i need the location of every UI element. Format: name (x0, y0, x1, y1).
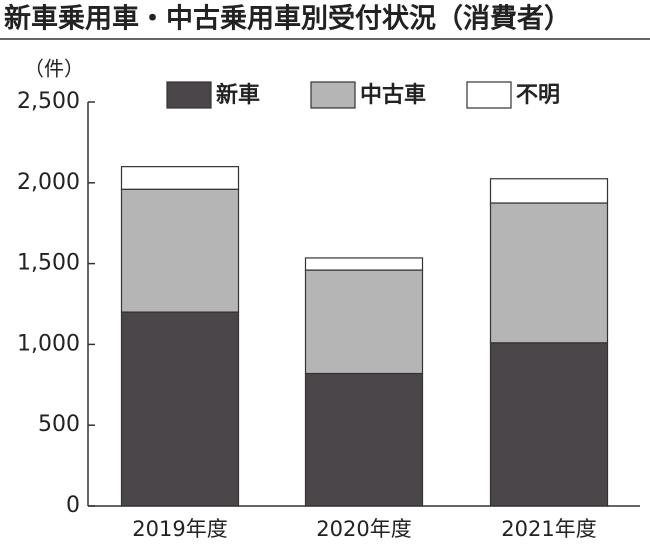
y-unit: （件） (24, 57, 84, 81)
bar-segment (304, 257, 424, 271)
legend-swatch (310, 81, 356, 109)
y-tick-label: 1,500 (17, 251, 80, 276)
bar-segment (120, 311, 240, 507)
legend-label: 新車 (216, 82, 260, 108)
bar-segment (489, 342, 609, 507)
y-tick-label: 0 (66, 493, 80, 518)
legend-label: 不明 (516, 83, 560, 108)
bar-segment (489, 202, 609, 344)
y-tick-label: 1,000 (17, 331, 80, 356)
legend-swatch (466, 81, 512, 109)
bar-segment (304, 372, 424, 507)
legend-swatch (166, 81, 212, 109)
x-tick-label: 2020年度 (316, 517, 411, 541)
bar-segment (120, 188, 240, 313)
legend-label: 中古車 (360, 82, 426, 108)
bar-segment (304, 269, 424, 375)
bar-segment (489, 178, 609, 204)
y-tick-label: 2,500 (17, 89, 80, 114)
y-tick-label: 2,000 (17, 170, 80, 195)
x-tick-label: 2019年度 (132, 517, 227, 541)
bar-segment (120, 166, 240, 190)
y-tick-label: 500 (38, 412, 80, 437)
chart-title: 新車乗用車・中古乗用車別受付状況（消費者） (4, 3, 571, 35)
x-tick-label: 2021年度 (501, 517, 596, 541)
